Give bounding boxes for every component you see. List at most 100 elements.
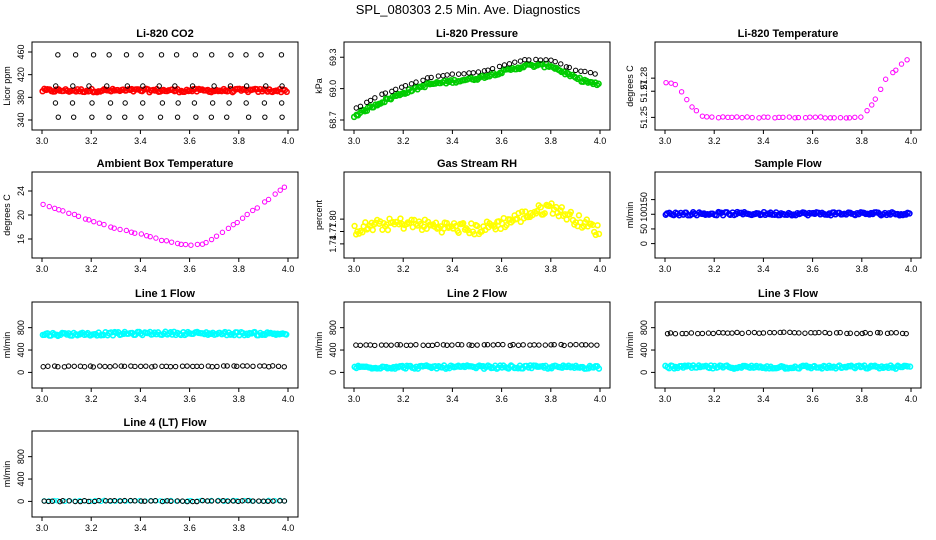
data-point: [362, 219, 369, 226]
x-tick-label: 3.0: [348, 394, 361, 404]
x-tick-label: 4.0: [594, 136, 607, 146]
data-point: [240, 363, 246, 369]
data-point: [695, 330, 701, 337]
data-point: [82, 216, 89, 222]
data-point: [548, 342, 554, 348]
data-point: [432, 219, 440, 226]
data-point: [102, 363, 108, 370]
data-point: [262, 114, 268, 120]
data-point: [833, 330, 840, 336]
y-tick-label: 400: [16, 343, 26, 358]
x-tick-label: 3.6: [183, 523, 196, 533]
data-point: [60, 208, 66, 214]
data-point: [191, 100, 198, 106]
data-point: [372, 342, 378, 349]
data-point: [403, 342, 410, 348]
data-point: [594, 342, 600, 348]
data-point: [877, 330, 883, 336]
data-point: [501, 62, 508, 68]
data-point: [351, 222, 358, 230]
data-point: [72, 498, 78, 505]
data-point: [862, 329, 868, 336]
data-point: [420, 342, 426, 348]
data-point: [57, 498, 63, 505]
data-point: [132, 498, 138, 504]
data-point: [822, 115, 828, 121]
data-point: [664, 330, 671, 337]
data-point: [898, 61, 905, 67]
data-point: [234, 219, 240, 226]
data-point: [893, 67, 899, 73]
data-point: [852, 114, 858, 121]
data-point: [663, 79, 669, 86]
data-point: [402, 83, 409, 89]
data-point: [786, 114, 793, 120]
data-point: [536, 342, 542, 348]
data-point: [283, 88, 290, 96]
y-tick-label: 16: [16, 234, 26, 244]
data-point: [138, 363, 144, 370]
data-point: [481, 342, 487, 348]
data-point: [846, 115, 853, 121]
data-point: [220, 363, 227, 369]
data-point: [408, 216, 415, 224]
x-tick-label: 3.6: [495, 136, 508, 146]
data-point: [490, 342, 496, 348]
data-point: [184, 363, 190, 369]
data-point: [595, 365, 603, 372]
data-point: [552, 58, 558, 65]
data-point: [734, 114, 740, 120]
chart-title: Li-820 Temperature: [738, 28, 839, 40]
data-point: [506, 61, 513, 67]
x-tick-label: 3.2: [397, 136, 410, 146]
data-point: [245, 498, 251, 504]
series-black: [41, 497, 288, 505]
data-point: [667, 330, 674, 336]
y-tick-label: 0: [16, 499, 26, 504]
chart-title: Line 1 Flow: [135, 288, 195, 300]
data-point: [208, 236, 215, 243]
data-point: [455, 341, 461, 348]
data-point: [49, 498, 55, 504]
data-point: [826, 330, 833, 337]
chart-line2: Line 2 Flow ml/min 3.0 3.2 3.4 3.6 3.8 4.0 0 400 8…: [314, 288, 611, 404]
data-point: [558, 341, 564, 348]
series-black: [664, 329, 909, 337]
data-point: [243, 52, 249, 58]
data-point: [874, 329, 881, 336]
data-point: [372, 95, 378, 101]
chart-rh: Gas Stream RH percent 3.0 3.2 3.4 3.6 3.8 4.0 1.…: [314, 158, 611, 274]
y-axis-label: ml/min: [625, 332, 635, 359]
data-point: [518, 208, 526, 215]
data-point: [121, 497, 128, 504]
data-point: [795, 114, 802, 121]
chart-title: Line 3 Flow: [758, 288, 818, 300]
data-point: [174, 240, 181, 247]
data-point: [760, 330, 767, 336]
y-tick-label: 400: [328, 343, 338, 358]
data-point: [744, 114, 750, 120]
data-point: [858, 114, 864, 120]
chart-title: Line 2 Flow: [447, 288, 507, 300]
data-point: [672, 81, 679, 88]
data-point: [843, 115, 849, 121]
data-point: [413, 79, 419, 85]
data-point: [765, 114, 771, 120]
y-tick-label: 51.27: [639, 80, 649, 103]
data-point: [231, 363, 237, 369]
chart-title: Sample Flow: [754, 158, 822, 170]
data-point: [188, 242, 194, 248]
data-point: [541, 210, 548, 217]
data-point: [397, 342, 404, 348]
x-tick-label: 3.8: [856, 136, 869, 146]
data-point: [720, 330, 726, 336]
y-tick-label: 800: [16, 320, 26, 335]
series-colored: [351, 200, 603, 239]
data-point: [503, 221, 510, 229]
data-point: [470, 70, 476, 76]
data-point: [751, 329, 758, 336]
chart-title: Li-820 Pressure: [436, 28, 518, 40]
data-point: [715, 115, 722, 121]
y-axis-label: percent: [314, 199, 324, 230]
